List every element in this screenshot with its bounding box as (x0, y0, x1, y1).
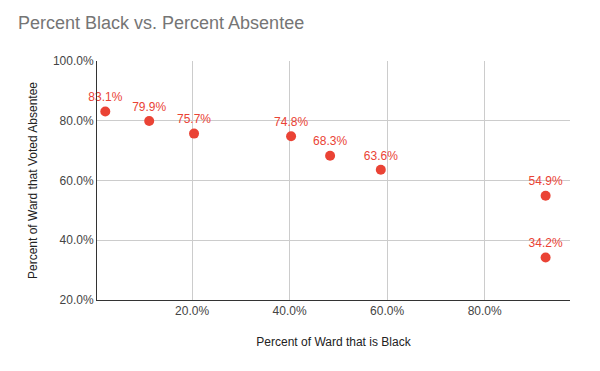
svg-text:40.0%: 40.0% (273, 304, 307, 318)
svg-text:40.0%: 40.0% (60, 233, 94, 247)
svg-text:60.0%: 60.0% (370, 304, 404, 318)
svg-text:60.0%: 60.0% (60, 174, 94, 188)
svg-text:34.2%: 34.2% (529, 236, 563, 250)
svg-text:54.9%: 54.9% (529, 174, 563, 188)
svg-text:68.3%: 68.3% (313, 134, 347, 148)
svg-text:74.8%: 74.8% (274, 115, 308, 129)
svg-text:20.0%: 20.0% (175, 304, 209, 318)
svg-text:20.0%: 20.0% (60, 293, 94, 307)
svg-text:83.1%: 83.1% (88, 90, 122, 104)
svg-text:79.9%: 79.9% (132, 100, 166, 114)
svg-text:80.0%: 80.0% (468, 304, 502, 318)
svg-text:Percent Black vs. Percent Abse: Percent Black vs. Percent Absentee (18, 13, 304, 33)
svg-text:Percent of Ward that is Black: Percent of Ward that is Black (256, 335, 411, 349)
svg-text:75.7%: 75.7% (177, 112, 211, 126)
svg-text:63.6%: 63.6% (364, 149, 398, 163)
svg-text:80.0%: 80.0% (60, 114, 94, 128)
svg-text:100.0%: 100.0% (53, 54, 94, 68)
svg-text:Percent of Ward that Voted Abs: Percent of Ward that Voted Absentee (26, 82, 40, 279)
